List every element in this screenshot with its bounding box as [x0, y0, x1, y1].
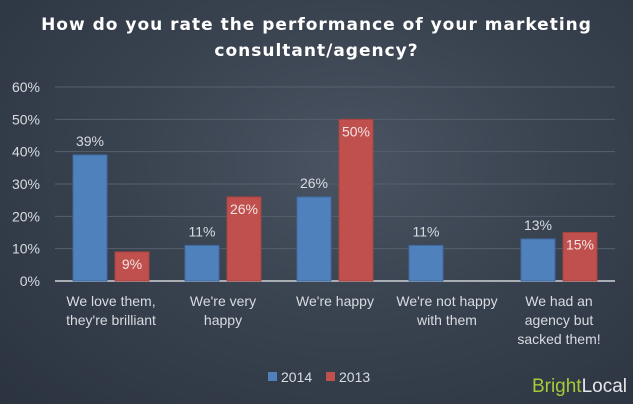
bar-2013 — [338, 118, 374, 282]
bar-2013 — [226, 196, 262, 282]
chart-title: How do you rate the performance of your … — [41, 15, 592, 61]
y-tick-label: 40% — [12, 144, 40, 160]
legend-swatch-2013 — [326, 372, 335, 381]
y-tick-label: 10% — [12, 241, 40, 257]
bar-2014 — [296, 196, 332, 282]
x-category-label: with them — [416, 312, 477, 328]
data-label: 11% — [189, 223, 216, 239]
data-label: 26% — [230, 201, 258, 217]
bar-2014 — [520, 238, 556, 282]
y-tick-label: 0% — [20, 273, 40, 289]
bar-2013 — [114, 251, 150, 282]
x-category-label: agency but — [525, 312, 594, 328]
legend-swatch-2014 — [268, 372, 277, 381]
bar-2014 — [72, 154, 108, 282]
data-label: 39% — [76, 133, 104, 149]
data-label: 50% — [342, 123, 370, 139]
logo-part1: Bright — [531, 376, 582, 397]
x-category-label: We're happy — [296, 293, 374, 309]
y-tick-label: 30% — [12, 176, 40, 192]
data-label: 13% — [524, 217, 552, 233]
y-tick-label: 50% — [12, 111, 40, 127]
data-label: 9% — [122, 256, 142, 272]
data-label: 26% — [300, 175, 328, 191]
x-category-label: sacked them! — [517, 331, 600, 347]
legend-label: 2013 — [339, 369, 370, 385]
x-category-label: We're not happy — [396, 293, 497, 309]
x-category-label: We're very — [190, 293, 256, 309]
x-category-label: We love them, — [66, 293, 155, 309]
bar-2014 — [408, 244, 444, 282]
brightlocal-logo: BrightLocal — [532, 376, 627, 398]
bar-2014 — [184, 244, 220, 282]
y-tick-label: 60% — [12, 79, 40, 95]
x-category-label: We had an — [525, 293, 592, 309]
x-category-label: happy — [204, 312, 242, 328]
bar-2013 — [562, 232, 598, 282]
data-label: 11% — [413, 223, 440, 239]
logo-part2: Local — [581, 376, 627, 397]
data-label: 15% — [566, 237, 594, 253]
x-category-label: they're brilliant — [66, 312, 156, 328]
legend-label: 2014 — [281, 369, 312, 385]
y-tick-label: 20% — [12, 208, 40, 224]
